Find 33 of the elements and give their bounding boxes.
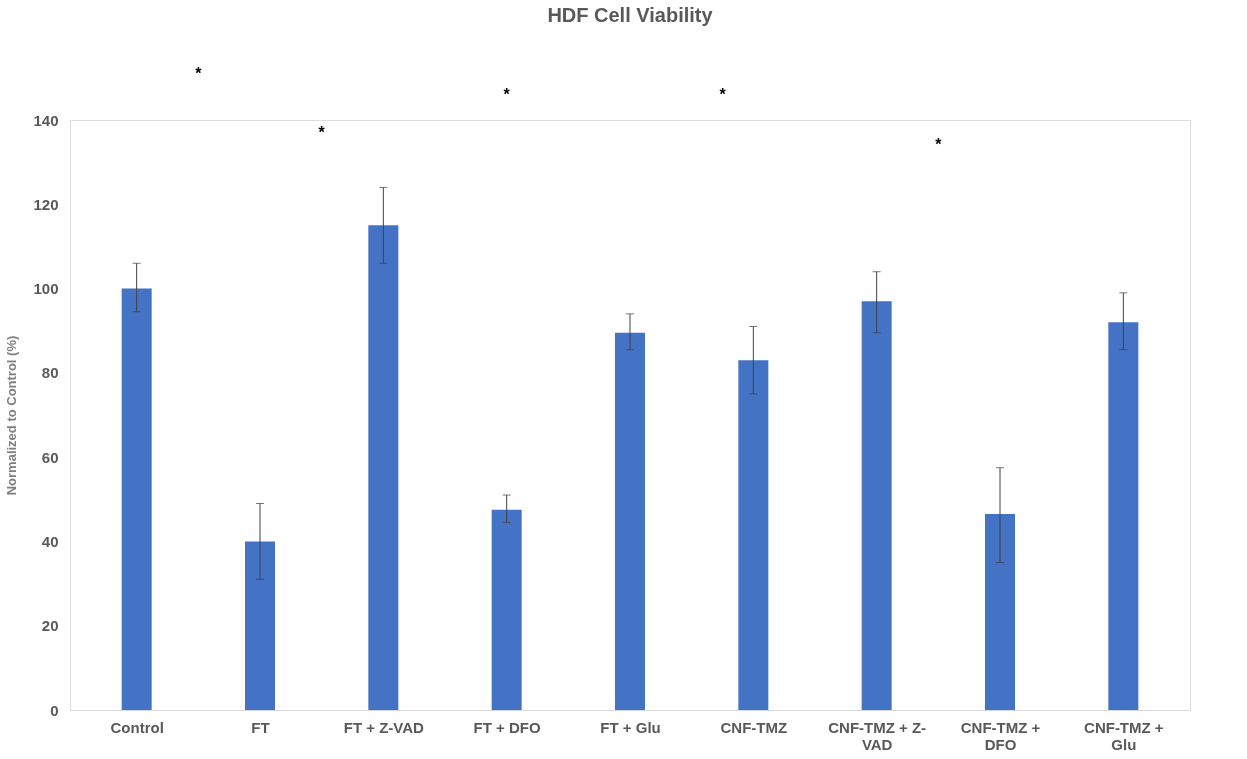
bar [985, 514, 1015, 710]
chart-title: HDF Cell Viability [547, 3, 714, 26]
y-tick-label: 140 [33, 111, 59, 129]
y-tick-label: 100 [33, 280, 59, 298]
annotation: * [935, 136, 943, 154]
text: * [719, 85, 727, 103]
bar [368, 225, 399, 710]
y-tick-label: 20 [41, 617, 59, 635]
y-tick-label: 60 [41, 448, 59, 466]
bar [121, 288, 152, 710]
bar [1108, 322, 1139, 710]
y-tick-label: 0 [50, 701, 59, 719]
y-tick-label: 120 [33, 195, 59, 213]
bar [245, 541, 275, 710]
x-tick-label: Control [110, 718, 164, 736]
bar [491, 509, 522, 710]
x-tick-label: FT [251, 718, 270, 736]
bar [615, 332, 645, 710]
x-tick-label: FT + DFO [473, 718, 542, 736]
x-tick-label: FT + Z-VAD [343, 718, 425, 736]
x-tick-label: CNF-TMZ + Glu [1084, 718, 1164, 753]
x-tick-label: CNF-TMZ [720, 718, 788, 736]
bar [861, 301, 892, 710]
y-tick-label: 40 [41, 532, 59, 550]
y-axis-title: Normalized to Control (%) [4, 335, 20, 496]
y-tick-label: 80 [41, 364, 59, 382]
x-tick-label: CNF-TMZ + DFO [960, 718, 1041, 753]
text: * [503, 85, 511, 103]
text: * [195, 64, 203, 82]
x-tick-label: CNF-TMZ + Z-VAD [828, 718, 927, 753]
annotation: * [318, 123, 326, 141]
x-tick-label: FT + Glu [600, 718, 661, 736]
bar [738, 360, 769, 710]
